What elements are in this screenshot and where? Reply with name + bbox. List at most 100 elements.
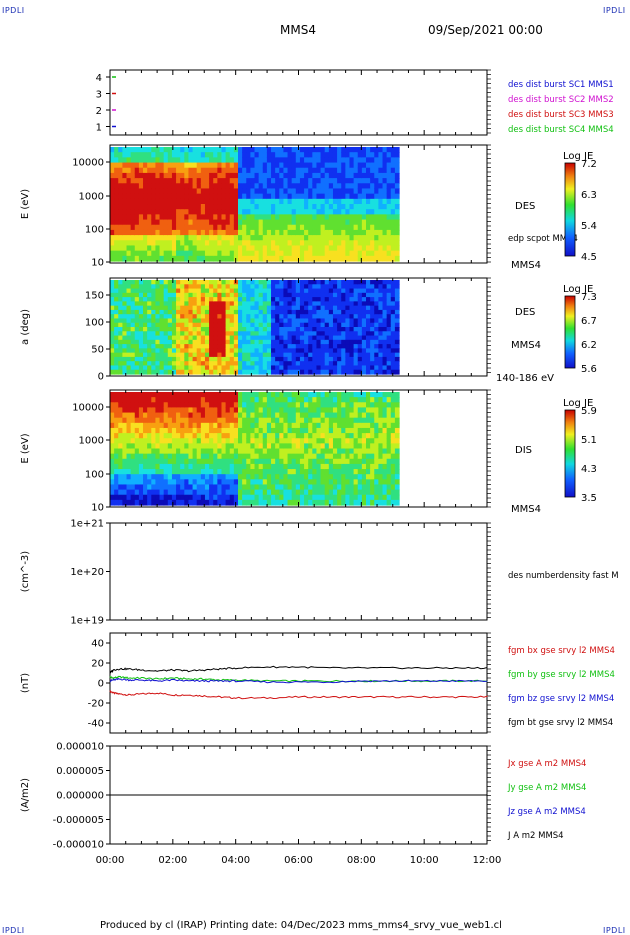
dis-energy-cell [147,479,152,485]
des-pitch-cell [395,323,400,328]
des-energy-cell [160,235,165,241]
des-energy-cell [230,157,235,163]
des-energy-cell [316,152,321,158]
des-pitch-cell [255,331,260,336]
des-pitch-cell [221,348,226,353]
des-pitch-cell [358,310,363,315]
des-energy-cell [188,256,193,262]
des-pitch-cell [383,293,388,298]
des-energy-cell [374,225,379,231]
des-pitch-cell [135,289,140,294]
dis-energy-cell [197,418,202,424]
dis-energy-cell [283,418,288,424]
des-pitch-cell [110,344,115,349]
dis-energy-cell [321,464,326,470]
des-pitch-cell [213,284,218,289]
dis-energy-cell [391,438,396,444]
dis-energy-cell [279,428,284,434]
dis-energy-cell [374,490,379,496]
dis-energy-cell [139,495,144,501]
dis-energy-cell [131,402,136,408]
des-pitch-cell [300,289,305,294]
des-pitch-cell [300,336,305,341]
des-energy-cell [387,168,392,174]
des-energy-cell [151,183,156,189]
dis-energy-cell [197,392,202,398]
des-energy-cell [176,225,181,231]
des-energy-cell [304,256,309,262]
des-pitch-cell [234,348,239,353]
des-pitch-cell [354,365,359,370]
des-pitch-cell [180,327,185,332]
dis-energy-cell [139,479,144,485]
dis-energy-cell [267,392,272,398]
availability-legend-item: des dist burst SC4 MMS4 [508,125,614,135]
des-pitch-cell [329,353,334,358]
des-pitch-cell [184,327,189,332]
des-pitch-cell [193,306,198,311]
des-energy-cell [366,220,371,226]
des-pitch-cell [238,340,243,345]
dis-energy-cell [246,484,251,490]
des-pitch-cell [329,348,334,353]
dis-energy-cell [387,392,392,398]
des-energy-cell [312,251,317,257]
dis-energy-cell [325,495,330,501]
des-pitch-cell [362,310,367,315]
dis-energy-cell [259,449,264,455]
dis-energy-cell [135,484,140,490]
des-pitch-cell [366,353,371,358]
dis-energy-cell [296,423,301,429]
des-pitch-cell [118,293,123,298]
des-energy-cell [226,173,231,179]
dis-energy-ytick-label: 10000 [72,403,104,414]
dis-energy-cell [370,397,375,403]
dis-energy-cell [205,490,210,496]
des-pitch-cell [160,301,165,306]
dis-energy-cell [193,449,198,455]
dis-energy-cell [362,423,367,429]
des-pitch-cell [127,353,132,358]
dis-energy-cell [271,402,276,408]
dis-energy-cell [122,459,127,465]
des-energy-cell [378,173,383,179]
dis-energy-cell [118,397,123,403]
des-pitch-cell [321,370,326,375]
dis-energy-cell [226,392,231,398]
des-energy-cell [316,194,321,200]
des-pitch-cell [312,331,317,336]
dis-energy-cell [217,433,222,439]
des-pitch-cell [184,336,189,341]
dis-energy-cell [259,443,264,449]
des-energy-cell [122,256,127,262]
des-pitch-cell [383,344,388,349]
dis-energy-cell [255,474,260,480]
des-pitch-cell [271,301,276,306]
des-pitch-cell [263,331,268,336]
des-pitch-cell [114,340,119,345]
des-pitch-cell [234,318,239,323]
des-pitch-cell [135,297,140,302]
des-pitch-cell [271,318,276,323]
des-energy-cell [255,256,260,262]
des-pitch-cell [275,340,280,345]
dis-energy-cell [131,397,136,403]
des-energy-cell [122,188,127,194]
des-pitch-cell [226,348,231,353]
des-energy-cell [139,251,144,257]
des-pitch-cell [230,344,235,349]
des-pitch-cell [275,323,280,328]
dis-energy-cell [172,438,177,444]
dis-energy-cell [180,469,185,475]
dis-energy-cell [246,402,251,408]
dis-energy-cell [378,433,383,439]
des-energy-cell [370,230,375,236]
des-pitch-cell [296,340,301,345]
des-energy-cell [155,178,160,184]
des-energy-cell [345,204,350,210]
des-energy-cell [292,163,297,169]
des-energy-cell [135,209,140,215]
des-pitch-cell [391,318,396,323]
des-pitch-cell [147,310,152,315]
dis-energy-cell [267,443,272,449]
